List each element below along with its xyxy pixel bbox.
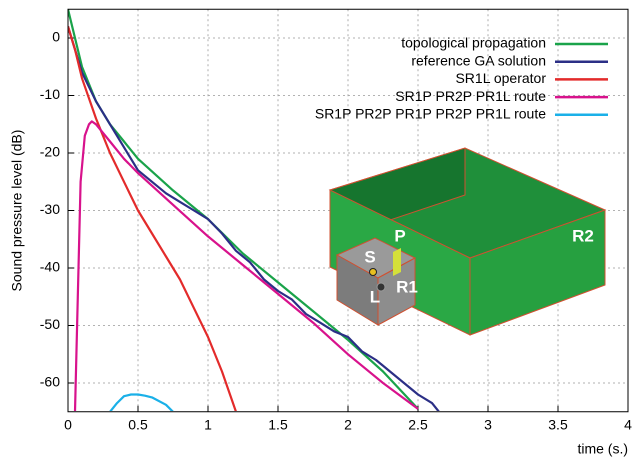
y-tick-label: -30 <box>40 201 60 217</box>
legend-label: SR1P PR2P PR1P PR2P PR1L route <box>315 106 546 122</box>
x-axis-label: time (s.) <box>577 440 628 456</box>
legend-label: SR1L operator <box>455 70 546 86</box>
inset-label: L <box>370 287 380 306</box>
y-tick-label: -40 <box>40 259 60 275</box>
inset-label: R1 <box>396 277 418 296</box>
legend-label: reference GA solution <box>411 52 546 68</box>
x-tick-label: 2.5 <box>408 416 428 432</box>
y-tick-label: -50 <box>40 316 60 332</box>
plot-lines <box>68 9 440 411</box>
x-tick-label: 1 <box>204 416 212 432</box>
x-tick-label: 1.5 <box>268 416 288 432</box>
legend-label: SR1P PR2P PR1L route <box>395 88 546 104</box>
series-line <box>68 26 237 411</box>
x-tick-label: 4 <box>624 416 632 432</box>
inset-diagram <box>328 147 607 336</box>
inset-label: R2 <box>572 226 594 245</box>
y-tick-label: -20 <box>40 144 60 160</box>
series-line <box>109 393 174 411</box>
y-tick-label: -60 <box>40 374 60 390</box>
inset-label: P <box>394 226 405 245</box>
plot-frame <box>67 8 629 413</box>
y-axis-label: Sound pressure level (dB) <box>9 130 25 292</box>
x-tick-label: 0.5 <box>128 416 148 432</box>
inset-label: S <box>364 247 375 266</box>
series-line <box>73 120 419 411</box>
x-tick-label: 3 <box>484 416 492 432</box>
x-tick-label: 2 <box>344 416 352 432</box>
x-tick-label: 3.5 <box>548 416 568 432</box>
legend-label: topological propagation <box>401 35 546 51</box>
series-line <box>68 26 440 411</box>
x-tick-label: 0 <box>64 416 72 432</box>
y-tick-label: -10 <box>40 86 60 102</box>
y-tick-label: 0 <box>52 29 60 45</box>
